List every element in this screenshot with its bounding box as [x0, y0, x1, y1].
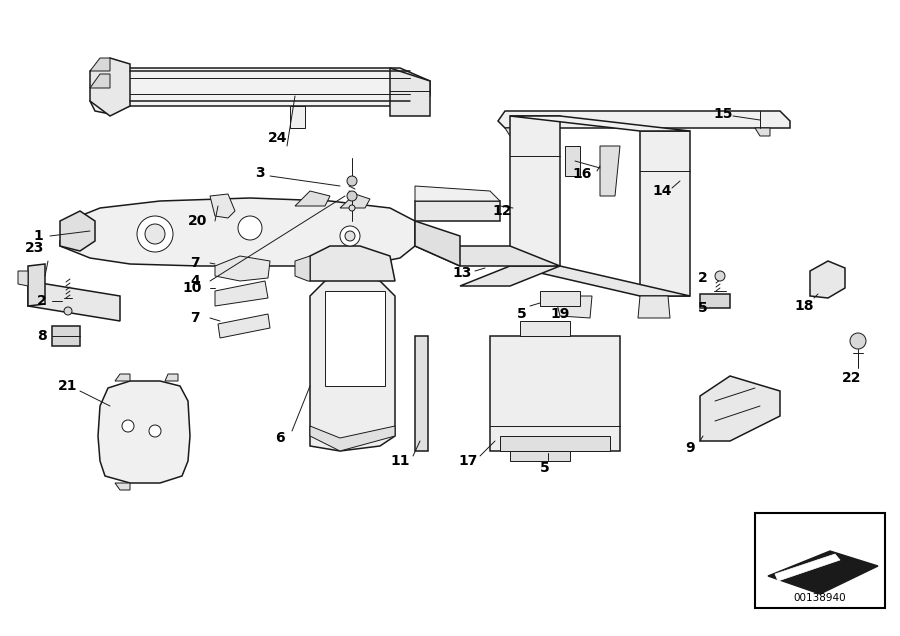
Polygon shape [290, 106, 305, 128]
Polygon shape [52, 326, 80, 346]
Text: 2: 2 [698, 271, 708, 285]
Polygon shape [215, 281, 268, 306]
Polygon shape [98, 381, 190, 483]
Polygon shape [415, 336, 428, 451]
Text: 18: 18 [794, 299, 814, 313]
Polygon shape [415, 246, 560, 266]
Text: 00138940: 00138940 [794, 593, 846, 603]
Polygon shape [768, 551, 878, 594]
Polygon shape [215, 256, 270, 281]
Polygon shape [490, 336, 620, 451]
Polygon shape [90, 58, 110, 71]
Circle shape [347, 176, 357, 186]
Text: 1: 1 [33, 229, 43, 243]
Polygon shape [540, 291, 580, 306]
Polygon shape [755, 128, 770, 136]
Text: 5: 5 [540, 461, 550, 475]
Text: 6: 6 [275, 431, 284, 445]
Text: 20: 20 [188, 214, 208, 228]
Polygon shape [638, 296, 670, 318]
Text: 13: 13 [453, 266, 472, 280]
Text: 21: 21 [58, 379, 77, 393]
Text: 5: 5 [518, 307, 526, 321]
Polygon shape [390, 68, 430, 116]
Polygon shape [325, 291, 385, 386]
Polygon shape [90, 74, 110, 88]
Polygon shape [90, 58, 130, 116]
Polygon shape [505, 128, 520, 136]
Polygon shape [60, 211, 95, 251]
Circle shape [349, 205, 355, 211]
Text: 14: 14 [652, 184, 671, 198]
Circle shape [149, 425, 161, 437]
Text: 2: 2 [37, 294, 47, 308]
Polygon shape [28, 281, 120, 321]
Polygon shape [115, 483, 130, 490]
Text: 9: 9 [685, 441, 695, 455]
Text: 3: 3 [256, 166, 265, 180]
Text: 15: 15 [713, 107, 733, 121]
Polygon shape [60, 198, 415, 266]
Polygon shape [810, 261, 845, 298]
Polygon shape [165, 374, 178, 381]
Text: 4: 4 [190, 274, 200, 288]
Text: 22: 22 [842, 371, 862, 385]
Text: 23: 23 [25, 241, 45, 255]
Polygon shape [18, 271, 28, 286]
Polygon shape [498, 111, 790, 128]
Polygon shape [500, 436, 610, 451]
Polygon shape [510, 116, 690, 131]
Polygon shape [510, 116, 560, 266]
Polygon shape [415, 221, 460, 266]
Polygon shape [510, 266, 690, 296]
Polygon shape [28, 264, 45, 306]
Circle shape [238, 216, 262, 240]
Text: 11: 11 [391, 454, 410, 468]
Polygon shape [640, 131, 690, 296]
Circle shape [122, 420, 134, 432]
Text: 8: 8 [37, 329, 47, 343]
Polygon shape [700, 294, 730, 308]
Polygon shape [310, 276, 395, 451]
Polygon shape [115, 374, 130, 381]
Bar [755, 513, 885, 608]
Text: 16: 16 [572, 167, 591, 181]
Circle shape [715, 271, 725, 281]
Circle shape [137, 216, 173, 252]
Polygon shape [415, 201, 500, 221]
Polygon shape [310, 426, 395, 451]
Polygon shape [295, 191, 330, 206]
Circle shape [347, 191, 357, 201]
Circle shape [340, 226, 360, 246]
Polygon shape [775, 554, 840, 581]
Polygon shape [520, 321, 570, 336]
Circle shape [145, 224, 165, 244]
Circle shape [345, 231, 355, 241]
Polygon shape [600, 146, 620, 196]
Polygon shape [700, 376, 780, 441]
Text: 12: 12 [492, 204, 512, 218]
Circle shape [64, 307, 72, 315]
Polygon shape [510, 451, 570, 461]
Polygon shape [90, 68, 430, 114]
Text: 17: 17 [458, 454, 478, 468]
Text: 5: 5 [698, 301, 708, 315]
Polygon shape [295, 256, 310, 281]
Polygon shape [310, 246, 395, 281]
Text: 7: 7 [190, 311, 200, 325]
Text: 19: 19 [550, 307, 570, 321]
Circle shape [850, 333, 866, 349]
Polygon shape [218, 314, 270, 338]
Polygon shape [565, 146, 580, 176]
Text: 7: 7 [190, 256, 200, 270]
Polygon shape [415, 186, 500, 201]
Polygon shape [460, 266, 560, 286]
Text: 24: 24 [268, 131, 288, 145]
Polygon shape [555, 296, 592, 318]
Polygon shape [210, 194, 235, 218]
Text: 10: 10 [183, 281, 202, 295]
Polygon shape [340, 194, 370, 208]
